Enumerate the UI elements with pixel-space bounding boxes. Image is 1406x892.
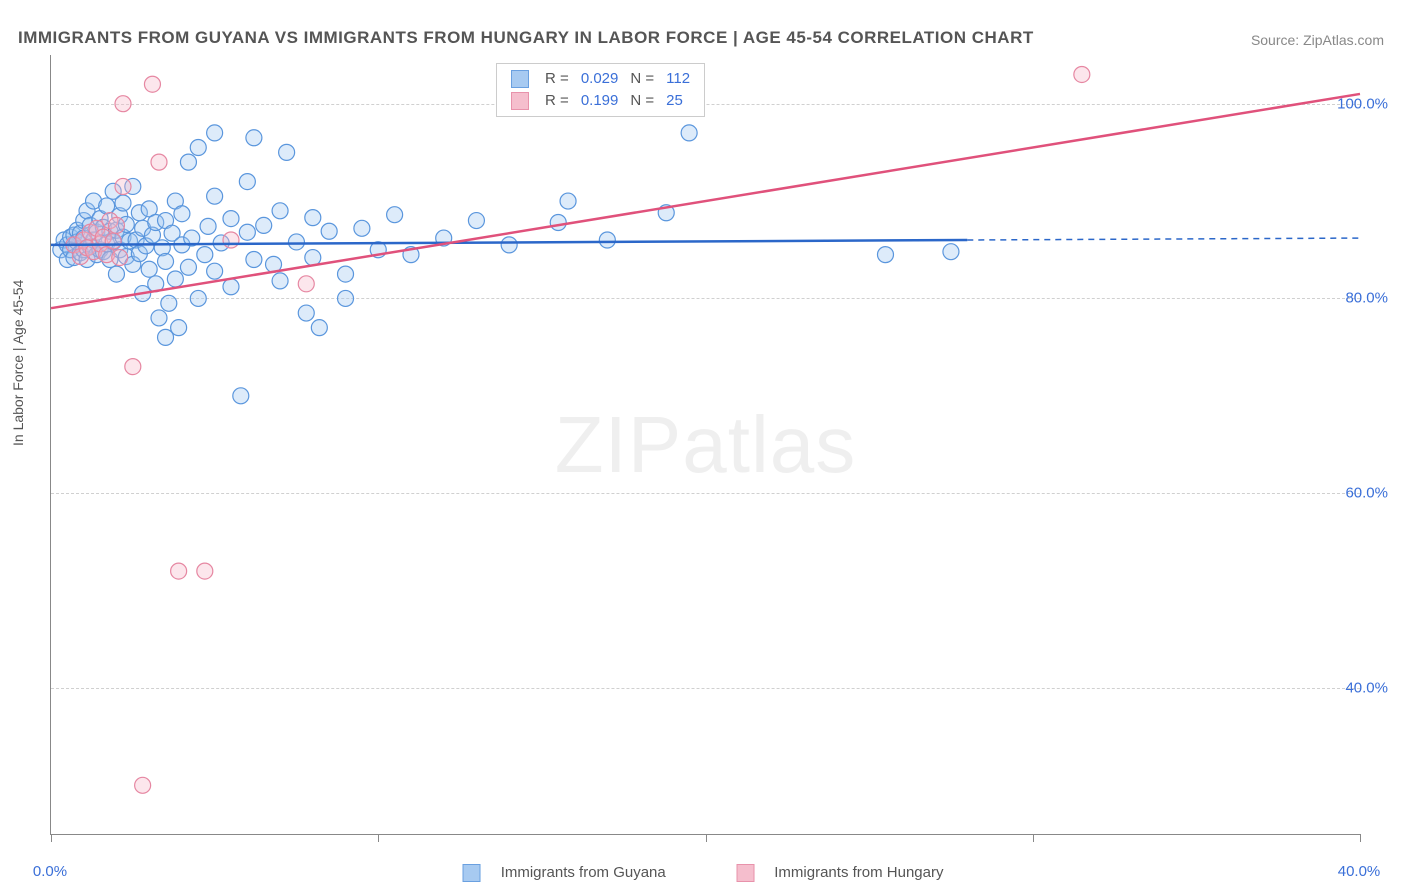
- scatter-point: [305, 250, 321, 266]
- scatter-point: [190, 140, 206, 156]
- scatter-point: [144, 76, 160, 92]
- scatter-point: [550, 214, 566, 230]
- swatch-icon: [511, 92, 529, 110]
- scatter-point: [115, 195, 131, 211]
- x-tick: [51, 834, 52, 842]
- scatter-point: [298, 305, 314, 321]
- scatter-point: [125, 359, 141, 375]
- trend-line: [51, 94, 1360, 308]
- scatter-point: [115, 178, 131, 194]
- legend-correlation-box: R = 0.029 N = 112 R = 0.199 N = 25: [496, 63, 705, 117]
- scatter-point: [305, 210, 321, 226]
- x-tick: [1360, 834, 1361, 842]
- trend-line-extrapolated: [967, 238, 1360, 240]
- scatter-point: [161, 295, 177, 311]
- legend-r-label: R =: [539, 68, 575, 90]
- scatter-point: [171, 563, 187, 579]
- scatter-point: [298, 276, 314, 292]
- scatter-point: [246, 251, 262, 267]
- legend-n-value: 25: [660, 90, 696, 112]
- y-tick-label: 60.0%: [1345, 485, 1388, 502]
- x-tick: [706, 834, 707, 842]
- scatter-point: [387, 207, 403, 223]
- scatter-point: [246, 130, 262, 146]
- legend-r-value: 0.199: [575, 90, 625, 112]
- scatter-point: [167, 271, 183, 287]
- x-tick: [378, 834, 379, 842]
- scatter-point: [223, 232, 239, 248]
- y-axis-label: In Labor Force | Age 45-54: [10, 280, 26, 446]
- legend-n-value: 112: [660, 68, 696, 90]
- scatter-point: [112, 250, 128, 266]
- scatter-point: [207, 125, 223, 141]
- scatter-point: [681, 125, 697, 141]
- scatter-point: [279, 144, 295, 160]
- scatter-point: [141, 261, 157, 277]
- scatter-point: [180, 259, 196, 275]
- scatter-point: [338, 290, 354, 306]
- scatter-point: [311, 320, 327, 336]
- scatter-point: [158, 329, 174, 345]
- scatter-point: [877, 247, 893, 263]
- scatter-point: [190, 290, 206, 306]
- scatter-point: [272, 273, 288, 289]
- scatter-point: [108, 217, 124, 233]
- plot-area: ZIPatlas R = 0.029 N = 112 R = 0.199 N =…: [50, 55, 1360, 835]
- y-tick-label: 80.0%: [1345, 290, 1388, 307]
- chart-container: IMMIGRANTS FROM GUYANA VS IMMIGRANTS FRO…: [0, 0, 1406, 892]
- swatch-icon: [463, 864, 481, 882]
- source-label: Source: ZipAtlas.com: [1251, 32, 1384, 48]
- scatter-point: [200, 218, 216, 234]
- scatter-point: [233, 388, 249, 404]
- scatter-point: [1074, 66, 1090, 82]
- scatter-point: [943, 244, 959, 260]
- legend-r-value: 0.029: [575, 68, 625, 90]
- x-tick-label: 0.0%: [33, 863, 67, 880]
- scatter-point: [151, 154, 167, 170]
- scatter-point: [239, 224, 255, 240]
- scatter-point: [115, 96, 131, 112]
- chart-svg: [51, 55, 1360, 834]
- scatter-point: [158, 253, 174, 269]
- legend-series-label: Immigrants from Guyana: [501, 864, 666, 881]
- scatter-point: [223, 279, 239, 295]
- scatter-point: [288, 234, 304, 250]
- y-tick-label: 100.0%: [1337, 95, 1388, 112]
- legend-series-label: Immigrants from Hungary: [774, 864, 943, 881]
- scatter-point: [354, 220, 370, 236]
- scatter-point: [468, 213, 484, 229]
- x-tick-label: 40.0%: [1338, 863, 1381, 880]
- legend-n-label: N =: [624, 68, 660, 90]
- y-tick-label: 40.0%: [1345, 679, 1388, 696]
- legend-series-box: Immigrants from Guyana Immigrants from H…: [455, 864, 952, 882]
- scatter-point: [135, 777, 151, 793]
- scatter-point: [223, 211, 239, 227]
- legend-n-label: N =: [624, 90, 660, 112]
- scatter-point: [560, 193, 576, 209]
- legend-row: R = 0.029 N = 112: [505, 68, 696, 90]
- scatter-point: [207, 263, 223, 279]
- scatter-point: [197, 247, 213, 263]
- scatter-point: [338, 266, 354, 282]
- scatter-point: [501, 237, 517, 253]
- legend-row: R = 0.199 N = 25: [505, 90, 696, 112]
- x-tick: [1033, 834, 1034, 842]
- scatter-point: [105, 233, 121, 249]
- scatter-point: [272, 203, 288, 219]
- scatter-point: [197, 563, 213, 579]
- scatter-point: [108, 266, 124, 282]
- scatter-point: [174, 206, 190, 222]
- scatter-point: [599, 232, 615, 248]
- legend-r-label: R =: [539, 90, 575, 112]
- swatch-icon: [736, 864, 754, 882]
- scatter-point: [256, 217, 272, 233]
- swatch-icon: [511, 70, 529, 88]
- scatter-point: [207, 188, 223, 204]
- scatter-point: [180, 154, 196, 170]
- scatter-point: [239, 174, 255, 190]
- scatter-point: [321, 223, 337, 239]
- chart-title: IMMIGRANTS FROM GUYANA VS IMMIGRANTS FRO…: [18, 28, 1034, 48]
- scatter-point: [151, 310, 167, 326]
